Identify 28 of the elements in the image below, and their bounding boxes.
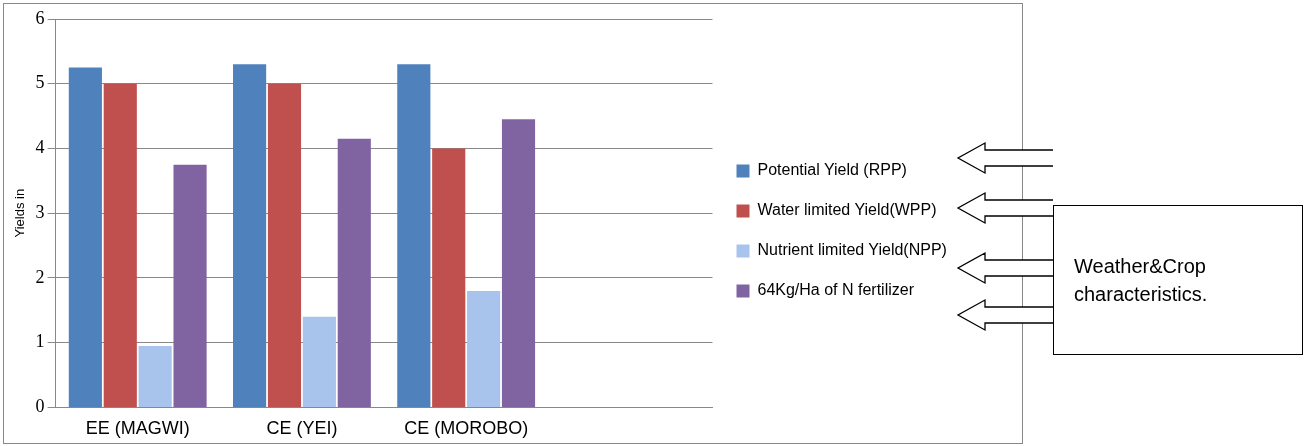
- y-tick-label: 2: [35, 266, 45, 287]
- y-tick-label: 4: [35, 137, 45, 158]
- bar: [302, 316, 336, 407]
- legend-label: Water limited Yield(WPP): [757, 201, 937, 219]
- y-tick-label: 6: [35, 7, 45, 28]
- bar: [138, 345, 172, 407]
- y-tick-label: 0: [35, 396, 45, 417]
- bar: [397, 64, 431, 407]
- legend-label: Potential Yield (RPP): [757, 161, 907, 179]
- bar: [103, 83, 137, 407]
- bar: [68, 67, 102, 407]
- x-tick-label: CE (MOROBO): [404, 418, 529, 439]
- legend-label: Nutrient limited Yield(NPP): [757, 241, 947, 259]
- bar: [267, 83, 302, 407]
- bar: [233, 64, 267, 407]
- bar: [501, 119, 536, 407]
- legend-label: 64Kg/Ha of N fertilizer: [757, 281, 915, 299]
- x-tick-label: EE (MAGWI): [85, 418, 190, 439]
- bar: [337, 138, 371, 407]
- bar: [173, 164, 207, 407]
- y-tick-label: 5: [35, 72, 45, 93]
- y-tick-label: 3: [35, 201, 45, 222]
- bar: [467, 290, 501, 407]
- y-tick-label: 1: [35, 331, 45, 352]
- bar: [432, 148, 466, 407]
- text: Weather&Crop characteristics.: [1053, 205, 1303, 355]
- x-tick-label: CE (YEI): [266, 418, 338, 439]
- y-axis-title: Yields in: [12, 188, 28, 238]
